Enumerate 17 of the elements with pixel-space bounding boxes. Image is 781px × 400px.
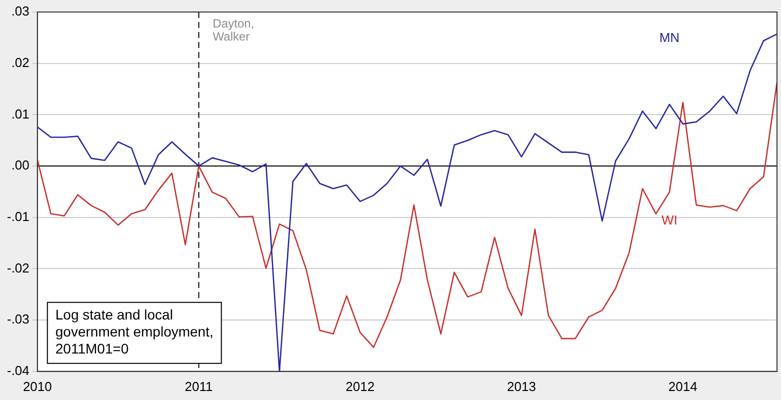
ref-line-label: Dayton, Walker <box>212 16 254 44</box>
y-tick-label: -.02 <box>6 260 30 276</box>
x-tick-label: 2014 <box>668 378 698 394</box>
y-tick-label: .02 <box>11 54 30 70</box>
x-tick-label: 2013 <box>507 378 536 394</box>
y-tick-label: .00 <box>11 158 30 173</box>
series-label: WI <box>661 212 678 228</box>
text: MN <box>659 30 680 46</box>
annotation: Log state and local government employment, 2011M01=0 <box>55 306 214 356</box>
x-tick-label: 2012 <box>346 378 375 394</box>
y-tick-label: -.04 <box>6 362 30 378</box>
y-tick-label: -.01 <box>6 208 30 224</box>
y-tick-label: -.03 <box>6 312 30 327</box>
y-tick-label: .01 <box>11 106 30 122</box>
y-tick-label: .03 <box>11 4 30 19</box>
x-tick-label: 2011 <box>184 378 213 394</box>
x-tick-label: 2010 <box>22 378 52 394</box>
